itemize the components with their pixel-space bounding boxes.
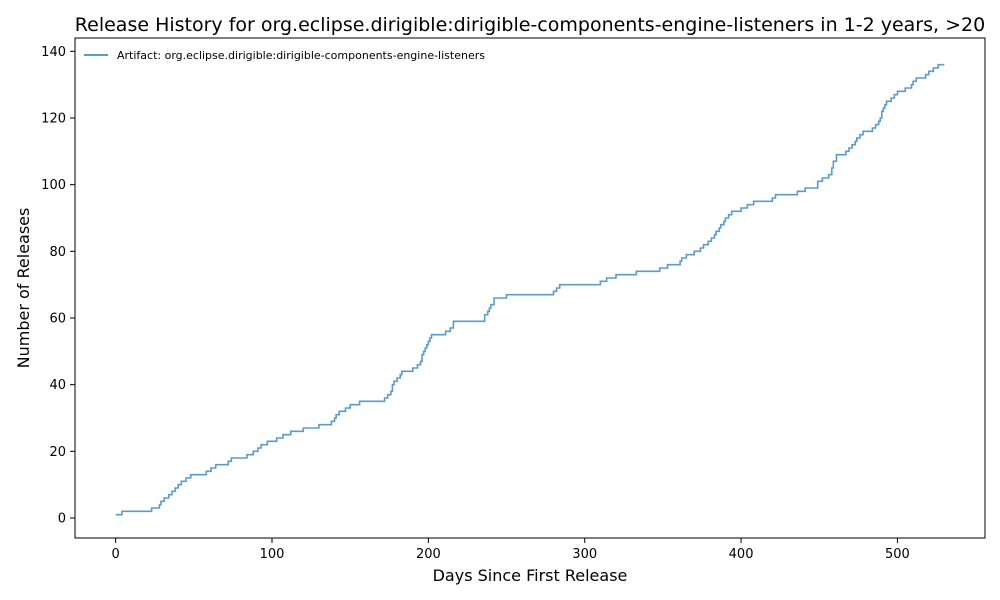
- x-tick-label: 0: [112, 547, 120, 562]
- y-tick-label: 60: [49, 312, 66, 327]
- x-axis: 0 100 200 300 400 500: [112, 538, 910, 562]
- x-tick-label: 300: [572, 547, 597, 562]
- y-tick-label: 0: [58, 512, 66, 527]
- legend-label: Artifact: org.eclipse.dirigible:dirigibl…: [117, 49, 485, 62]
- y-axis: 0 20 40 60 80 100 120 140: [41, 45, 75, 527]
- x-tick-label: 400: [729, 547, 754, 562]
- x-tick-label: 200: [416, 547, 441, 562]
- y-tick-label: 120: [41, 112, 66, 127]
- y-tick-label: 20: [49, 445, 66, 460]
- chart-title: Release History for org.eclipse.dirigibl…: [75, 14, 985, 36]
- y-axis-title: Number of Releases: [14, 208, 33, 369]
- y-tick-label: 100: [41, 178, 66, 193]
- y-tick-label: 80: [49, 245, 66, 260]
- x-axis-title: Days Since First Release: [433, 566, 628, 585]
- y-tick-label: 140: [41, 45, 66, 60]
- plot-frame: [74, 37, 986, 539]
- x-tick-label: 100: [260, 547, 285, 562]
- y-tick-label: 40: [49, 378, 66, 393]
- legend: Artifact: org.eclipse.dirigible:dirigibl…: [84, 49, 485, 62]
- x-tick-label: 500: [885, 547, 910, 562]
- series-line-0: [115, 63, 945, 516]
- plot-area: [115, 63, 945, 516]
